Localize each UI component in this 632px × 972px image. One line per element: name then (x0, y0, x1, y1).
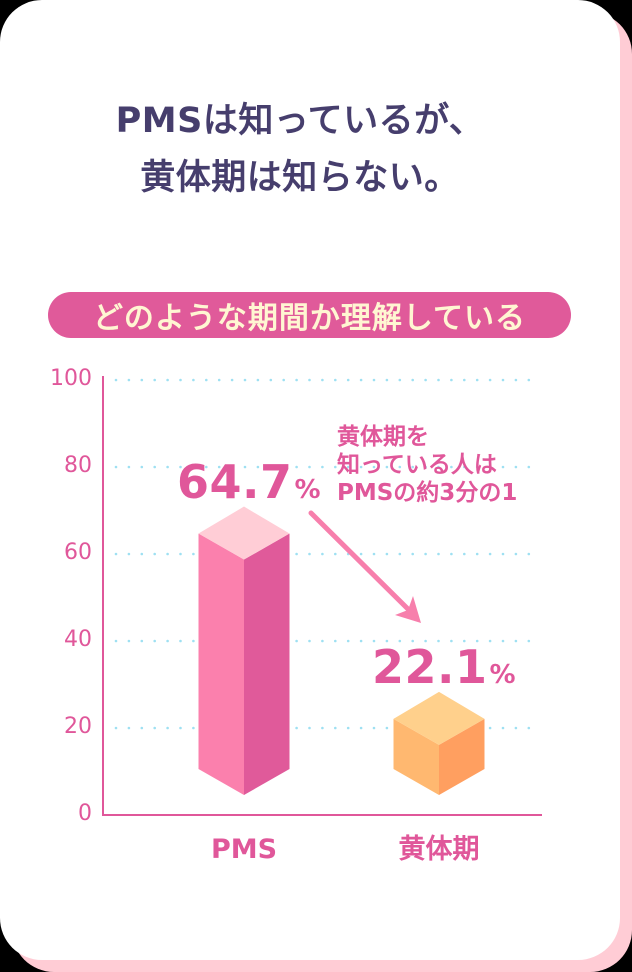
value-label-luteal: 22.1% (372, 644, 516, 690)
annotation-text: 黄体期を 知っている人は PMSの約3分の1 (337, 423, 517, 507)
annotation-line-1: 黄体期を (337, 424, 429, 450)
y-tick-label: 80 (64, 453, 92, 478)
value-number: 64.7 (177, 454, 293, 509)
headline-line-1: PMSは知っているが、 (115, 101, 485, 141)
annotation-line-2: 知っている人は (337, 452, 497, 478)
annotation-line-3: PMSの約3分の1 (337, 480, 518, 506)
headline-line-2: 黄体期は知らない。 (140, 158, 460, 198)
y-tick-label: 20 (64, 714, 92, 739)
arrowhead-icon (395, 596, 421, 623)
value-number: 22.1 (372, 639, 488, 694)
chart-title-text: どのような期間か理解している (92, 301, 527, 336)
bar-pms-left-face (198, 533, 244, 795)
bar-luteal-left-face (393, 718, 439, 795)
y-tick-label: 60 (64, 540, 92, 565)
percent-unit: % (294, 474, 321, 505)
bar-luteal-right-face (439, 718, 485, 795)
bar-luteal-top-face (393, 691, 485, 745)
y-tick-label: 0 (78, 801, 92, 826)
bar-pms-top-face (198, 506, 290, 560)
bar-pms-right-face (244, 533, 290, 795)
y-tick-label: 100 (50, 366, 92, 391)
x-category-label-luteal: 黄体期 (398, 834, 480, 865)
chart-title-pill: どのような期間か理解している (48, 292, 571, 338)
y-tick-label: 40 (64, 627, 92, 652)
value-label-pms: 64.7% (177, 459, 321, 505)
arrow-icon (308, 510, 417, 618)
percent-unit: % (489, 659, 516, 690)
x-category-label-pms: PMS (210, 834, 278, 865)
